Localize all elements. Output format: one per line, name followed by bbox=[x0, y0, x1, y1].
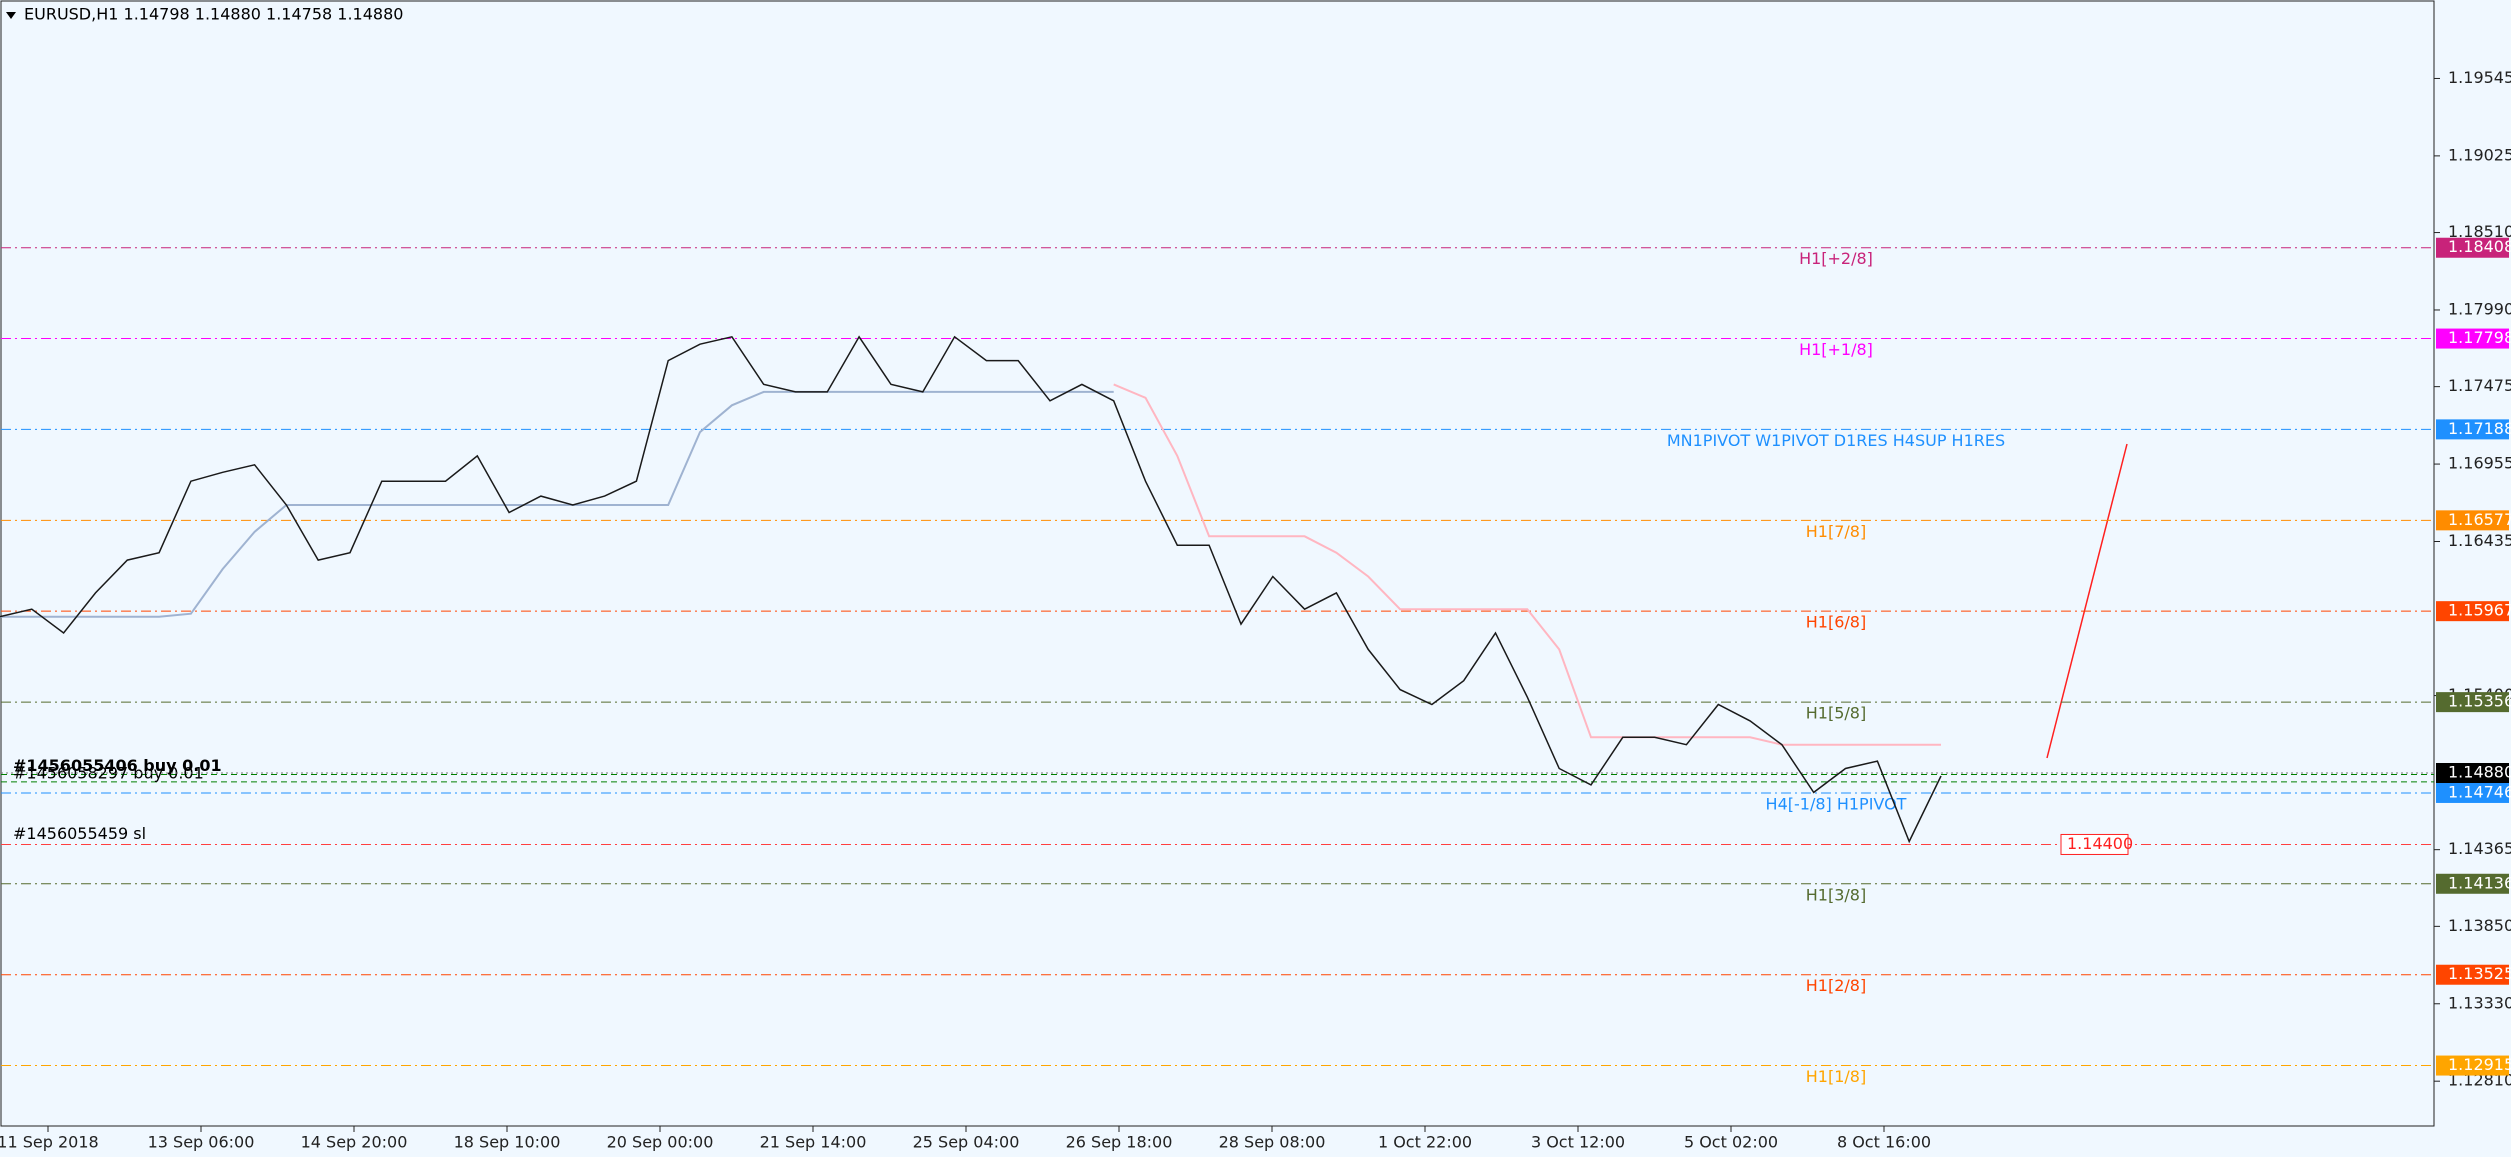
order-label: #1456058297 buy 0.01 bbox=[13, 763, 204, 782]
y-tick-label: 1.16955 bbox=[2448, 454, 2511, 473]
y-tick-label: 1.17990 bbox=[2448, 299, 2511, 318]
y-tick-label: 1.16435 bbox=[2448, 531, 2511, 550]
price-line bbox=[0, 390, 1114, 618]
x-tick-label: 20 Sep 00:00 bbox=[607, 1133, 714, 1152]
current-tag-label: 1.14880 bbox=[2448, 762, 2511, 781]
level-label: H1[7/8] bbox=[1806, 522, 1866, 541]
price-line bbox=[1113, 383, 1941, 746]
plot-frame bbox=[0, 0, 2435, 1127]
level-label: H4[-1/8] H1PIVOT bbox=[1766, 794, 1907, 813]
y-tick-label: 1.17475 bbox=[2448, 376, 2511, 395]
x-tick-label: 25 Sep 04:00 bbox=[913, 1133, 1020, 1152]
stop-tag bbox=[2060, 833, 2129, 855]
level-label: H1[+1/8] bbox=[1799, 340, 1873, 359]
order-label: #1456055406 buy 0.01 bbox=[13, 756, 222, 775]
x-tick-label: 11 Sep 2018 bbox=[0, 1133, 99, 1152]
y-tick-label: 1.13850 bbox=[2448, 916, 2511, 935]
level-tag-label: 1.17798 bbox=[2448, 328, 2511, 347]
level-label: H1[6/8] bbox=[1806, 613, 1866, 632]
level-tag-label: 1.15356 bbox=[2448, 692, 2511, 711]
level-tag-label: 1.16577 bbox=[2448, 510, 2511, 529]
price-line bbox=[0, 335, 1942, 844]
level-tag bbox=[2436, 873, 2509, 894]
caption: EURUSD,H1 1.14798 1.14880 1.14758 1.1488… bbox=[24, 5, 403, 24]
x-tick-label: 8 Oct 16:00 bbox=[1837, 1133, 1931, 1152]
level-label: H1[1/8] bbox=[1806, 1067, 1866, 1086]
y-tick-label: 1.18510 bbox=[2448, 222, 2511, 241]
x-tick-label: 3 Oct 12:00 bbox=[1531, 1133, 1625, 1152]
level-label: H1[+2/8] bbox=[1799, 249, 1873, 268]
trend-line[interactable] bbox=[2046, 443, 2128, 759]
level-tag-label: 1.15967 bbox=[2448, 601, 2511, 620]
y-tick-label: 1.19025 bbox=[2448, 145, 2511, 164]
level-tag-label: 1.12915 bbox=[2448, 1055, 2511, 1074]
stop-label: #1456055459 sl bbox=[13, 824, 146, 843]
x-tick-label: 5 Oct 02:00 bbox=[1684, 1133, 1778, 1152]
y-tick-label: 1.13330 bbox=[2448, 993, 2511, 1012]
x-tick-label: 14 Sep 20:00 bbox=[301, 1133, 408, 1152]
level-tag bbox=[2436, 419, 2509, 440]
level-tag-label: 1.18408 bbox=[2448, 237, 2511, 256]
x-tick-label: 18 Sep 10:00 bbox=[454, 1133, 561, 1152]
level-tag bbox=[2436, 601, 2509, 622]
x-tick-label: 13 Sep 06:00 bbox=[148, 1133, 255, 1152]
level-tag bbox=[2436, 692, 2509, 713]
level-tag bbox=[2436, 510, 2509, 531]
x-tick-label: 26 Sep 18:00 bbox=[1066, 1133, 1173, 1152]
level-tag-label: 1.14136 bbox=[2448, 873, 2511, 892]
stop-tag-label: 1.14400 bbox=[2067, 834, 2133, 853]
level-tag bbox=[2436, 328, 2509, 349]
level-tag bbox=[2436, 1055, 2509, 1076]
x-tick-label: 28 Sep 08:00 bbox=[1219, 1133, 1326, 1152]
level-tag bbox=[2436, 237, 2509, 258]
x-tick-label: 1 Oct 22:00 bbox=[1378, 1133, 1472, 1152]
menu-arrow[interactable] bbox=[6, 12, 16, 19]
y-tick-label: 1.14365 bbox=[2448, 839, 2511, 858]
level-tag bbox=[2436, 964, 2509, 985]
level-tag-label: 1.13525 bbox=[2448, 964, 2511, 983]
x-tick-label: 21 Sep 14:00 bbox=[760, 1133, 867, 1152]
level-label: MN1PIVOT W1PIVOT D1RES H4SUP H1RES bbox=[1667, 431, 2005, 450]
level-label: H1[2/8] bbox=[1806, 976, 1866, 995]
level-label: H1[5/8] bbox=[1806, 704, 1866, 723]
level-tag-label: 1.14746 bbox=[2448, 782, 2511, 801]
level-label: H1[3/8] bbox=[1806, 885, 1866, 904]
current-tag bbox=[2436, 762, 2509, 783]
y-tick-label: 1.19545 bbox=[2448, 68, 2511, 87]
level-tag-label: 1.17188 bbox=[2448, 419, 2511, 438]
level-tag bbox=[2436, 782, 2509, 803]
